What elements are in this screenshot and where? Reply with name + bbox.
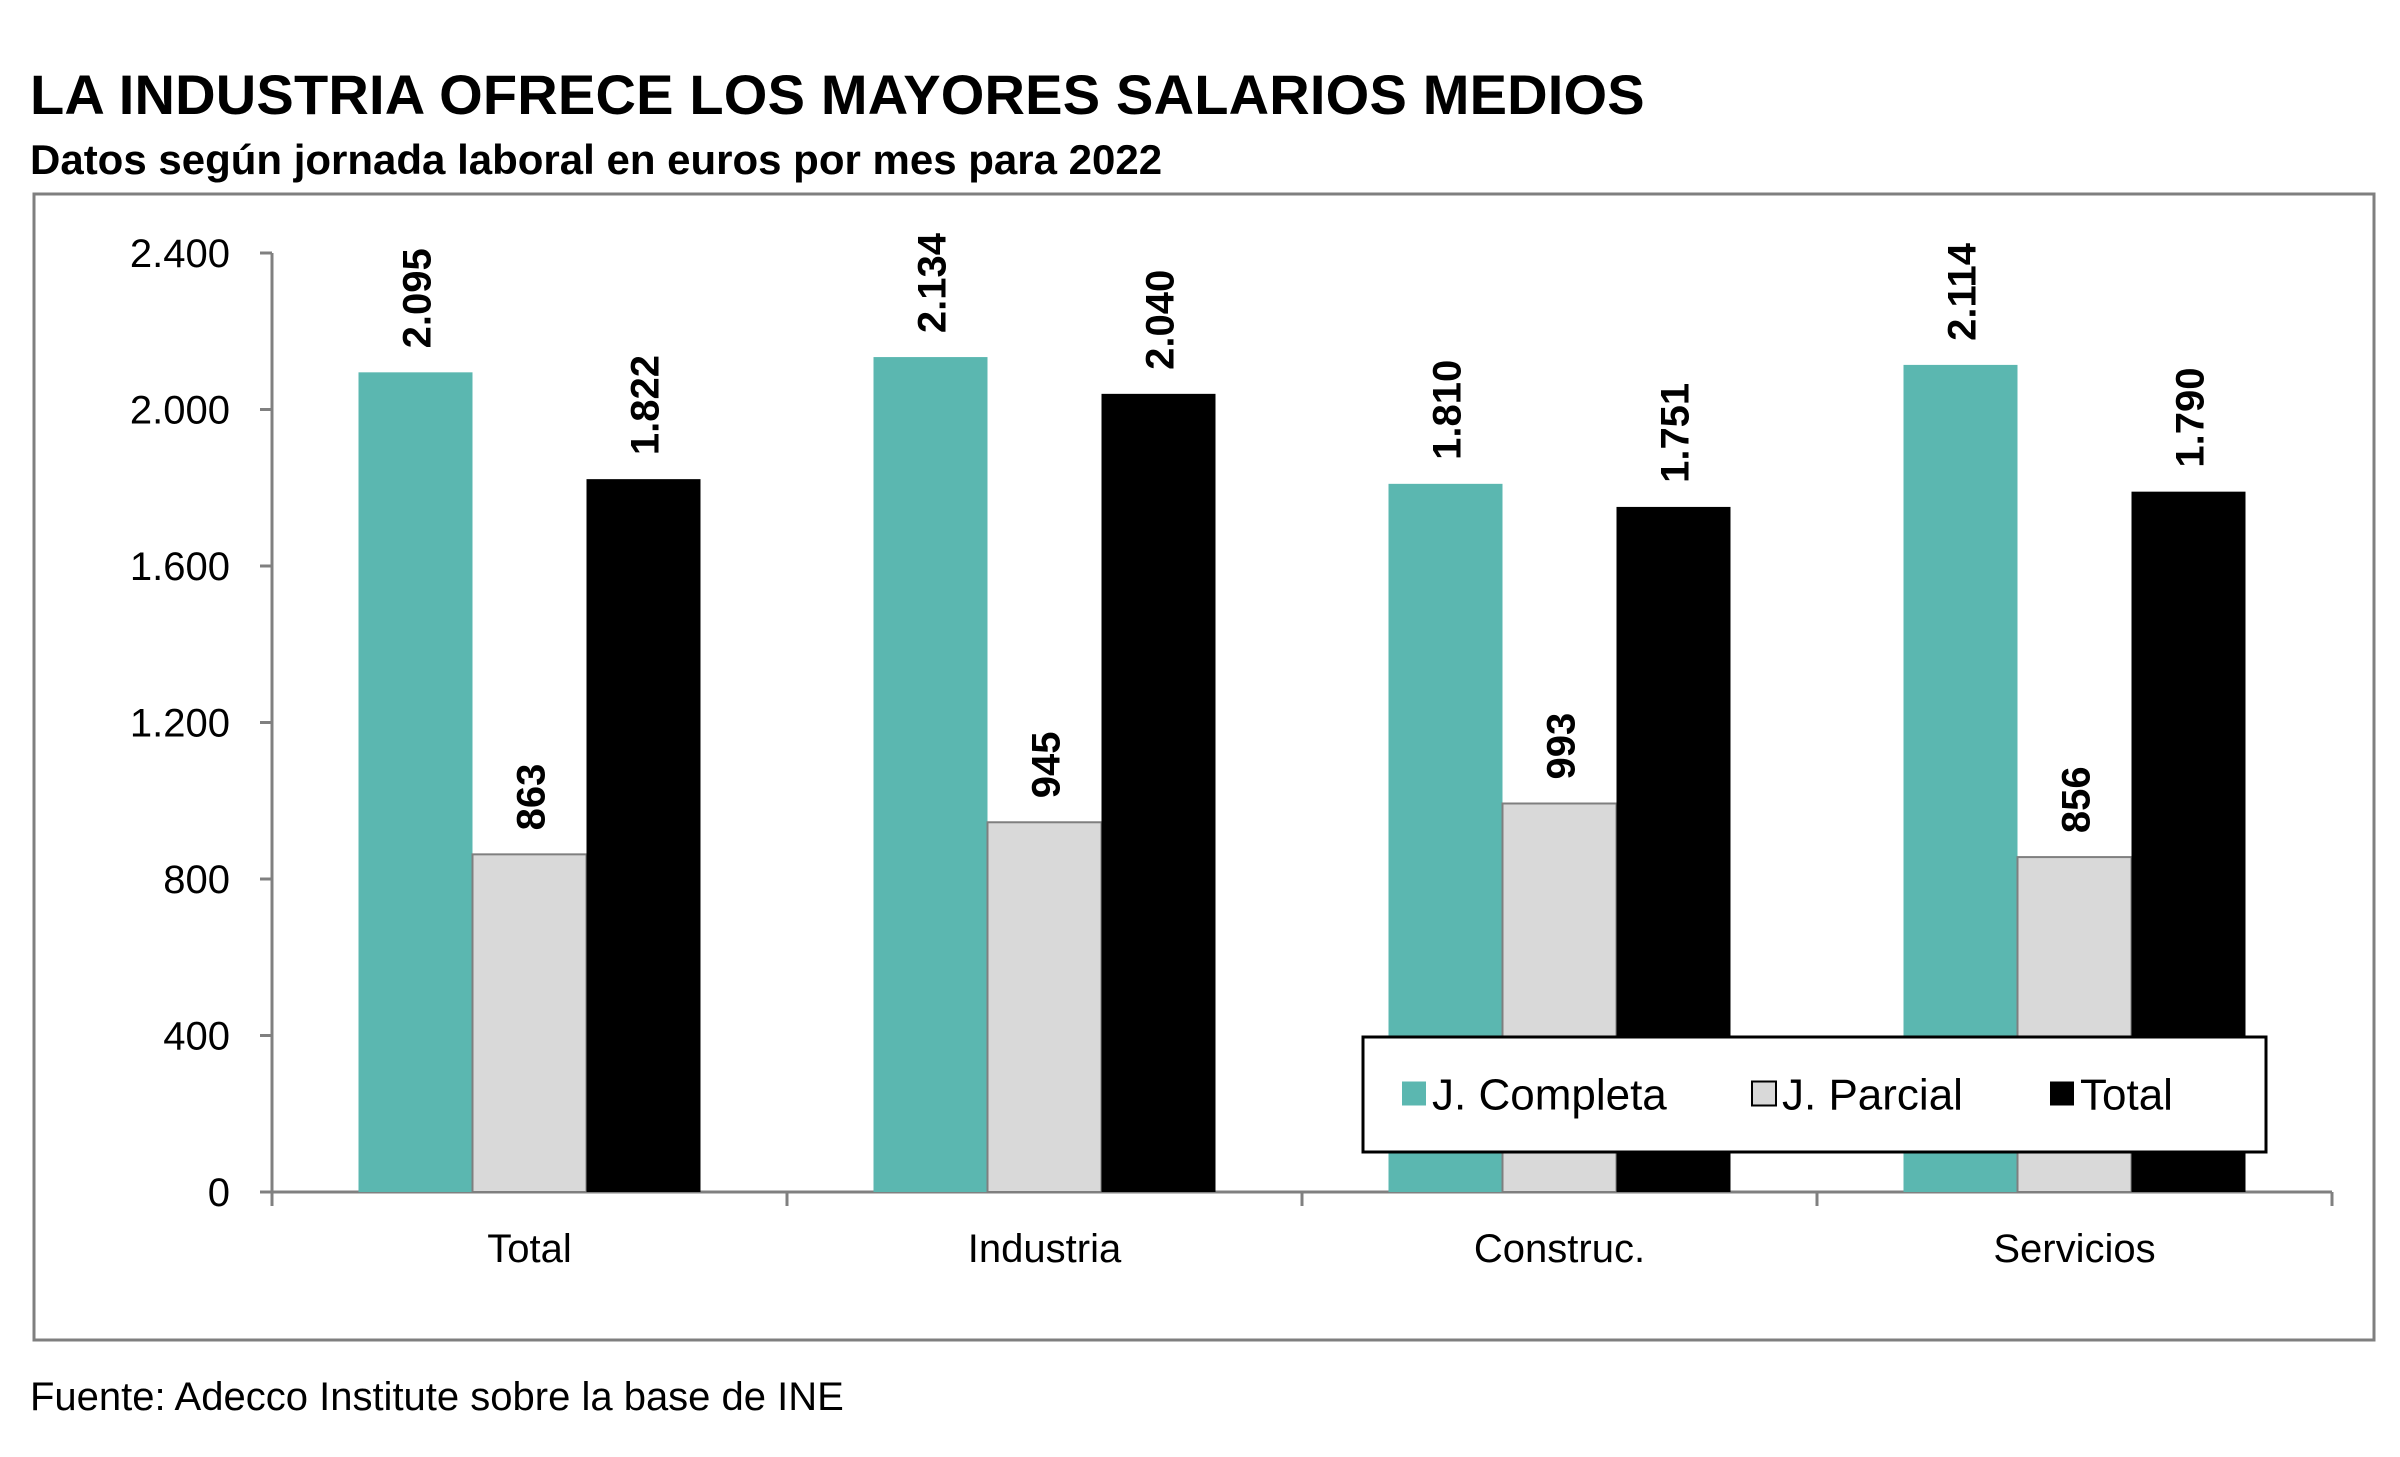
- bar-total: [1101, 393, 1216, 1193]
- value-label-completa: 2.134: [911, 232, 955, 333]
- bar-parcial: [986, 821, 1103, 1193]
- legend: J. Completa J. Parcial Total: [1361, 1035, 2268, 1154]
- bar-completa: [873, 357, 988, 1192]
- y-tick-label: 1.200: [130, 702, 230, 746]
- legend-label-total: Total: [2080, 1071, 2173, 1120]
- legend-swatch-completa: [1402, 1081, 1426, 1106]
- y-tick-label: 400: [163, 1015, 230, 1059]
- value-label-parcial: 945: [1025, 732, 1069, 799]
- value-labels-group: 2.095 863 1.822 2.134 945 2.040 1.810 993 1.751 2…: [396, 232, 2213, 833]
- source-note: Fuente: Adecco Institute sobre la base d…: [30, 1375, 844, 1419]
- value-label-completa: 2.095: [396, 248, 440, 348]
- chart-subtitle: Datos según jornada laboral en euros por…: [30, 136, 1163, 183]
- bar-total: [586, 479, 701, 1193]
- legend-swatch-parcial: [1751, 1080, 1777, 1107]
- y-tick-label: 800: [163, 858, 230, 902]
- value-label-completa: 2.114: [1941, 242, 1985, 341]
- x-tick-label: Industria: [968, 1227, 1122, 1271]
- value-label-parcial: 993: [1540, 713, 1584, 780]
- x-tick-label: Servicios: [1993, 1227, 2155, 1271]
- x-axis: Total Industria Construc. Servicios: [270, 1190, 2334, 1271]
- legend-swatch-total: [2050, 1081, 2074, 1106]
- y-tick-label: 0: [208, 1171, 230, 1215]
- legend-label-parcial: J. Parcial: [1782, 1071, 1963, 1120]
- x-tick-label: Construc.: [1474, 1227, 1645, 1271]
- value-label-total: 1.822: [624, 355, 668, 455]
- legend-box: [1361, 1035, 2268, 1154]
- value-label-total: 1.751: [1654, 383, 1698, 483]
- y-axis: 0 400 800 1.200 1.600 2.000 2.400: [130, 232, 274, 1215]
- value-label-completa: 1.810: [1426, 360, 1470, 460]
- plot-frame: [32, 192, 2376, 1342]
- y-tick-label: 2.400: [130, 232, 230, 276]
- value-label-parcial: 863: [510, 764, 554, 831]
- y-tick-label: 1.600: [130, 545, 230, 589]
- legend-label-completa: J. Completa: [1432, 1071, 1667, 1120]
- bar-parcial: [471, 853, 588, 1193]
- bar-completa: [358, 372, 473, 1192]
- chart-title: LA INDUSTRIA OFRECE LOS MAYORES SALARIOS…: [30, 63, 1645, 126]
- value-label-total: 1.790: [2169, 368, 2213, 468]
- x-tick-label: Total: [487, 1227, 572, 1271]
- value-label-parcial: 856: [2055, 766, 2099, 833]
- value-label-total: 2.040: [1139, 270, 1183, 370]
- y-tick-label: 2.000: [130, 389, 230, 433]
